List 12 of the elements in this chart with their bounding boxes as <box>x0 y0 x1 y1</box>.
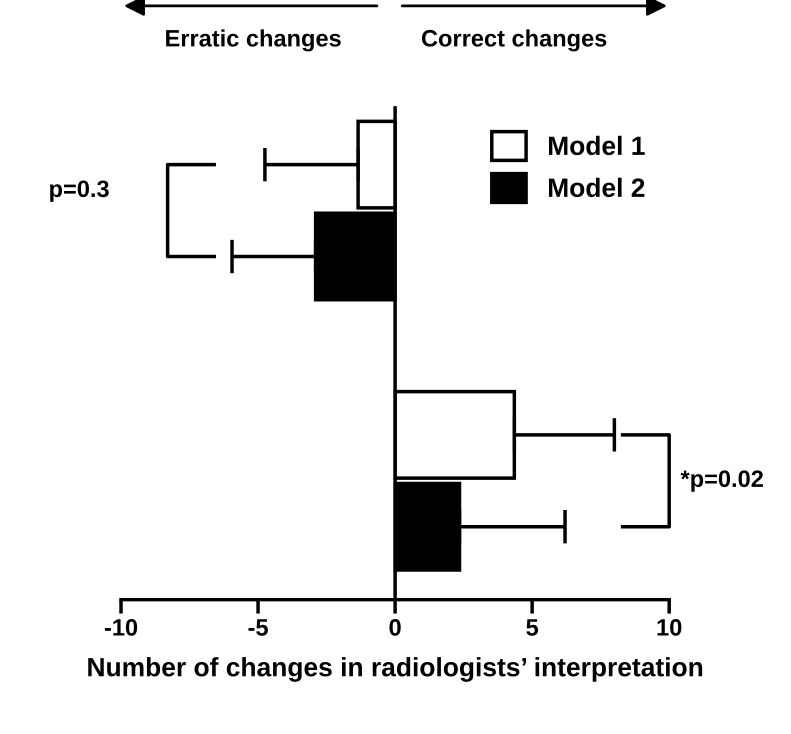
x-axis-title: Number of changes in radiologists’ interpretation <box>88 657 702 682</box>
text: Erratic changes <box>166 29 341 52</box>
text: *p=0.02 <box>680 470 763 492</box>
legend-label: Model 2 <box>548 178 644 198</box>
text: p=0.3 <box>50 180 109 202</box>
x-tick-label: 10 <box>658 619 682 636</box>
x-tick-label: -10 <box>104 619 138 636</box>
x-tick-label: 0 <box>389 619 401 636</box>
text: Correct changes <box>422 29 606 52</box>
x-tick-label: -5 <box>248 619 268 636</box>
x-tick-label: 5 <box>526 619 538 636</box>
legend-label: Model 1 <box>548 136 645 156</box>
